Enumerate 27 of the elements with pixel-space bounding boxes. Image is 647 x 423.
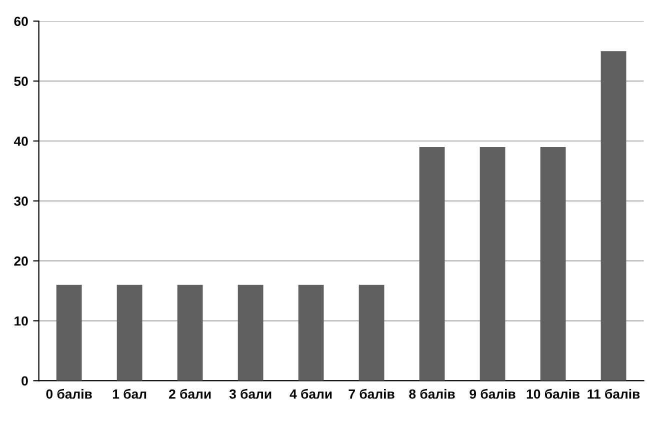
y-tick-label: 30 [14,196,28,206]
bar [358,284,384,381]
y-tick-label: 0 [22,376,28,386]
x-tick-label: 7 балів [348,388,394,399]
y-tick-label: 40 [14,136,28,146]
bar [116,284,142,381]
bar [419,146,445,381]
x-tick-label: 10 балів [526,388,580,399]
x-tick-label: 11 балів [588,388,640,399]
x-tick-label: 4 бали [290,388,332,399]
y-tick-label: 50 [14,76,28,86]
bar [177,284,203,381]
x-tick-label: 9 балів [470,388,516,399]
bar [540,146,566,381]
bar [238,284,264,381]
x-tick-label: 8 балів [409,388,455,399]
bar [600,51,626,381]
x-tick-label: 1 бал [112,388,146,399]
y-tick-label: 10 [14,316,28,326]
bar [480,146,506,381]
bar [56,284,82,381]
bar [298,284,324,381]
x-tick-label: 0 балів [46,388,92,399]
x-tick-label: 2 бали [169,388,211,399]
y-tick-label: 60 [14,16,28,26]
x-tick-label: 3 бали [229,388,272,399]
y-tick-label: 20 [14,256,28,266]
